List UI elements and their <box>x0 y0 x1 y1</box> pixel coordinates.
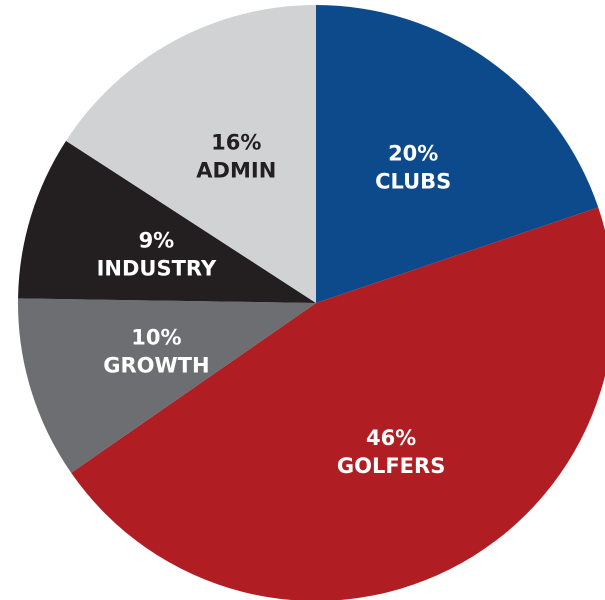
pie-slice-growth <box>18 298 317 473</box>
slice-percent-label-industry: 9% <box>139 228 175 252</box>
slice-category-label-clubs: CLUBS <box>375 169 451 193</box>
pie-slice-clubs <box>316 5 599 303</box>
slice-category-label-industry: INDUSTRY <box>97 256 217 280</box>
slice-percent-label-growth: 10% <box>131 326 181 350</box>
slice-category-label-admin: ADMIN <box>196 158 276 182</box>
slice-category-label-growth: GROWTH <box>103 354 209 378</box>
slice-category-label-golfers: GOLFERS <box>337 454 445 478</box>
slice-percent-label-admin: 16% <box>211 130 261 154</box>
slice-percent-label-clubs: 20% <box>388 141 438 165</box>
pie-slice-golfers <box>71 207 605 600</box>
pie-slice-admin <box>65 4 317 303</box>
pie-labels: 20% CLUBS 46% GOLFERS 10% GROWTH 9% INDUSTRY 16%… <box>97 130 452 478</box>
pie-slices <box>18 4 605 600</box>
slice-percent-label-golfers: 46% <box>366 426 416 450</box>
pie-slice-industry <box>18 140 316 303</box>
